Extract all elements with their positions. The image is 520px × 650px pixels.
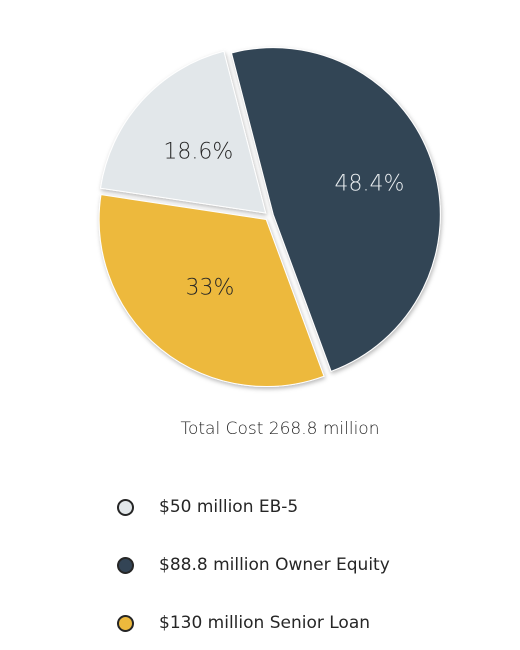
pie-slice-senior-loan [98, 194, 325, 387]
legend-label-senior-loan: $130 million Senior Loan [159, 613, 371, 633]
pie-slice-owner-equity [230, 47, 441, 372]
legend-swatch-owner-equity [117, 556, 134, 574]
legend-swatch-senior-loan [117, 614, 134, 632]
slice-label-owner-equity: 48.4% [334, 172, 404, 197]
pie-chart: 48.4% 33% 18.6% [98, 47, 441, 387]
legend-swatch-eb5 [117, 498, 134, 516]
total-cost-caption: Total Cost 268.8 million [180, 419, 380, 439]
slice-label-senior-loan: 33% [186, 276, 235, 301]
legend-label-eb5: $50 million EB-5 [159, 497, 299, 517]
legend-item-senior-loan: $130 million Senior Loan [117, 608, 447, 638]
legend-label-owner-equity: $88.8 million Owner Equity [159, 555, 390, 575]
pie-slice-labels: 48.4% 33% 18.6% [163, 139, 404, 300]
legend-item-eb5: $50 million EB-5 [117, 492, 447, 522]
legend-item-owner-equity: $88.8 million Owner Equity [117, 550, 447, 580]
slice-label-eb5: 18.6% [163, 139, 233, 164]
pie-slices [98, 47, 441, 387]
pie-slice-eb5 [99, 50, 267, 214]
